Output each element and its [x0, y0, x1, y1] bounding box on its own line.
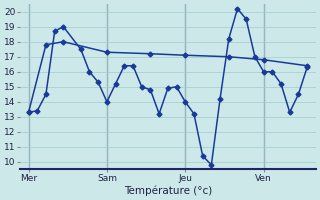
X-axis label: Température (°c): Température (°c): [124, 185, 212, 196]
